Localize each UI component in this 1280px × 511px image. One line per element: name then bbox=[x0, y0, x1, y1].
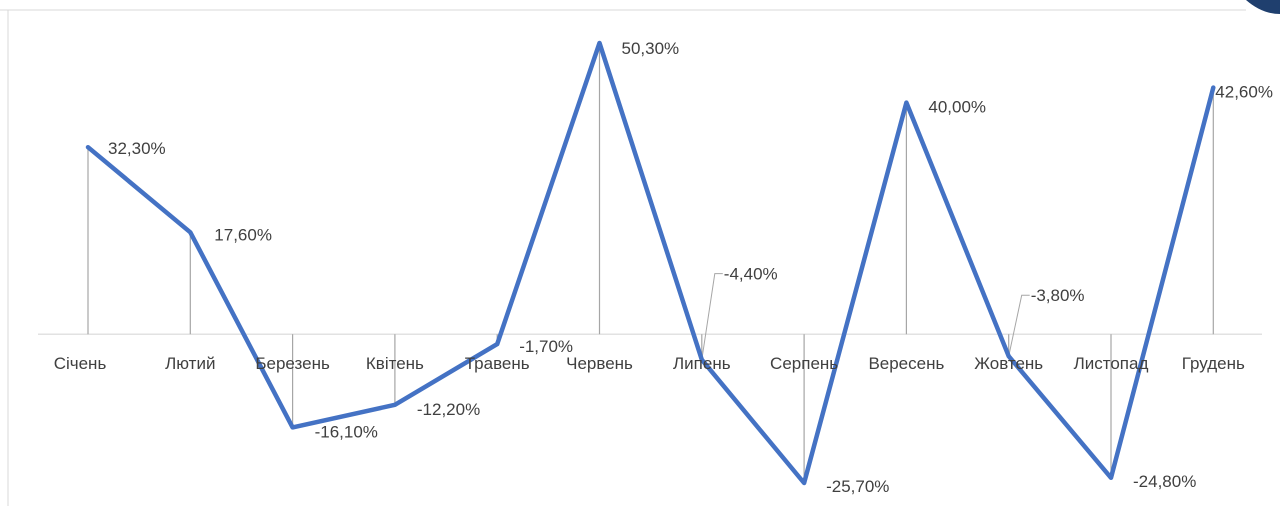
data-label: -16,10% bbox=[315, 422, 378, 441]
corner-decoration bbox=[1246, 0, 1280, 14]
data-label: 40,00% bbox=[928, 98, 986, 117]
leader-line bbox=[701, 273, 723, 360]
x-tick-label: Червень bbox=[566, 354, 633, 373]
data-label: -24,80% bbox=[1133, 472, 1196, 491]
x-tick-label: Січень bbox=[54, 354, 107, 373]
x-tick-label: Жовтень bbox=[974, 354, 1043, 373]
data-label: 42,60% bbox=[1215, 83, 1273, 102]
x-tick-label: Травень bbox=[465, 354, 530, 373]
x-tick-label: Липень bbox=[673, 354, 731, 373]
x-tick-label: Лютий bbox=[165, 354, 215, 373]
x-tick-label: Серпень bbox=[770, 354, 838, 373]
series-line bbox=[85, 40, 1216, 486]
data-label: -12,20% bbox=[417, 400, 480, 419]
x-tick-label: Вересень bbox=[868, 354, 944, 373]
data-label: -25,70% bbox=[826, 477, 889, 496]
data-label: -1,70% bbox=[519, 337, 573, 356]
x-tick-label: Грудень bbox=[1182, 354, 1245, 373]
data-label: 17,60% bbox=[214, 225, 272, 244]
x-tick-label: Березень bbox=[255, 354, 330, 373]
leader-line bbox=[1008, 294, 1030, 357]
data-label: -3,80% bbox=[1031, 286, 1085, 305]
data-label: -4,40% bbox=[724, 265, 778, 284]
x-tick-label: Листопад bbox=[1074, 354, 1149, 373]
data-label: 32,30% bbox=[108, 139, 166, 158]
data-label: 50,30% bbox=[622, 39, 680, 58]
x-tick-label: Квітень bbox=[366, 354, 424, 373]
